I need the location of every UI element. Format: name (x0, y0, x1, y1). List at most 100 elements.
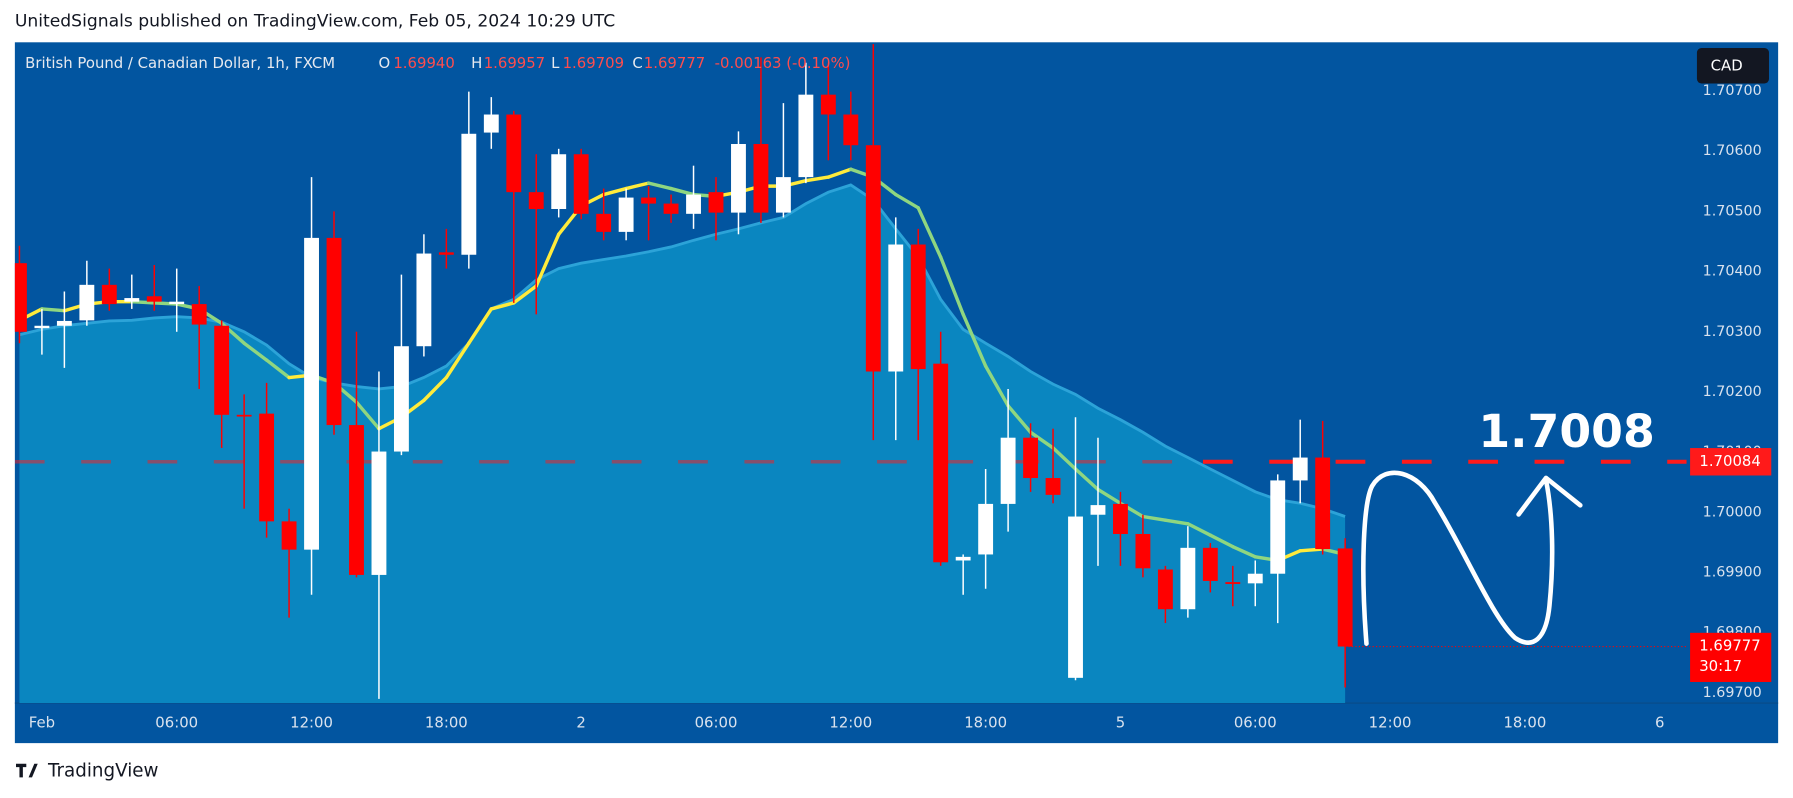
ma-line-segment (40, 307, 67, 313)
candle-body (304, 237, 319, 550)
last-price-label: 1.69777 (1699, 637, 1760, 655)
candle-body (14, 263, 27, 332)
candle-body (79, 284, 95, 321)
legend-high-letter: H (471, 54, 482, 72)
plot-area (14, 44, 1687, 704)
ma-line-segment (1163, 518, 1190, 526)
candle-body (820, 94, 836, 115)
ma-line-segment (826, 167, 853, 179)
x-tick-label: 12:00 (1369, 714, 1412, 732)
legend-open-letter: O (378, 54, 390, 72)
candle-body (34, 325, 50, 329)
candle-body (865, 145, 881, 372)
candle-body (56, 320, 72, 326)
ma-line-segment (1028, 430, 1055, 450)
ma-line-segment (130, 299, 156, 305)
candle-body (686, 194, 701, 214)
y-tick-label: 1.70500 (1703, 203, 1762, 219)
candle-body (1292, 457, 1308, 481)
candle-body (1202, 547, 1218, 581)
candle-body (438, 252, 454, 255)
publish-header: UnitedSignals published on TradingView.c… (15, 12, 615, 32)
x-tick-label: 5 (1116, 714, 1125, 732)
bar-countdown: 30:17 (1699, 657, 1742, 675)
ma-line-segment (983, 364, 1010, 408)
ma-line-segment (1141, 514, 1168, 522)
y-tick-label: 1.70700 (1703, 83, 1762, 99)
ma-line-segment (804, 175, 831, 183)
candle-body (236, 414, 252, 417)
candle-body (1337, 548, 1353, 647)
x-tick-label: 12:00 (829, 714, 872, 732)
candle-body (371, 451, 387, 575)
ma-line-segment (354, 400, 381, 431)
ma-line-segment (242, 341, 269, 362)
ma-line-segment (1186, 522, 1213, 537)
x-tick-label: Feb (29, 714, 55, 732)
ma-line-segment (894, 192, 920, 210)
candle-body (551, 154, 567, 210)
candle-body (326, 237, 342, 426)
candle-body (641, 197, 657, 204)
x-tick-label: 06:00 (155, 714, 198, 732)
ma-line-segment (916, 206, 943, 259)
y-tick-label: 1.70600 (1703, 143, 1762, 159)
x-tick-label: 18:00 (425, 714, 468, 732)
candle-body (393, 346, 409, 452)
candle-body (618, 197, 634, 232)
legend-high: 1.69957 (484, 54, 545, 72)
x-tick-label: 2 (576, 714, 585, 732)
x-tick-label: 18:00 (964, 714, 1007, 732)
ma-line-segment (1208, 533, 1235, 549)
y-tick-label: 1.70200 (1703, 384, 1762, 400)
symbol-title: British Pound / Canadian Dollar, 1h, FXC… (25, 54, 335, 72)
candle-body (1270, 480, 1286, 574)
candle-body (933, 363, 949, 563)
candle-body (1247, 573, 1263, 584)
ma-line-segment (1298, 547, 1325, 553)
x-tick-label: 18:00 (1503, 714, 1546, 732)
candle-body (775, 177, 791, 213)
level-annotation: 1.7008 (1478, 405, 1654, 458)
candle-body (1315, 457, 1331, 550)
legend-close-letter: C (632, 54, 642, 72)
candle-body (596, 213, 612, 232)
ma-line-segment (512, 284, 538, 305)
candle-body (349, 425, 364, 575)
candle-body (708, 192, 724, 213)
candle-body (1023, 437, 1039, 479)
candle-body (1068, 516, 1083, 678)
currency-label: CAD (1711, 56, 1743, 74)
tv-logo-icon (16, 763, 38, 778)
ma-line-segment (961, 312, 988, 368)
candle-body (169, 301, 185, 305)
x-tick-label: 12:00 (290, 714, 333, 732)
ma-line-segment (669, 186, 696, 197)
y-tick-label: 1.69900 (1703, 565, 1762, 581)
legend-low-letter: L (551, 54, 560, 72)
ma-line-segment (534, 232, 561, 288)
candle-body (416, 253, 432, 347)
candle-body (483, 114, 499, 133)
ma-line-segment (264, 358, 291, 380)
ma-line-segment (489, 301, 516, 311)
footer-brand: TradingView (47, 761, 159, 782)
hand-drawn-arrow (1361, 470, 1583, 646)
candle-body (281, 521, 297, 550)
y-tick-label: 1.69700 (1703, 685, 1762, 701)
x-tick-label: 6 (1655, 714, 1664, 732)
ma-line-segment (938, 255, 965, 317)
candle-body (1045, 478, 1061, 495)
candle-body (461, 133, 477, 255)
candle-body (1157, 569, 1173, 610)
x-tick-label: 06:00 (1234, 714, 1277, 732)
ma-line-segment (646, 181, 673, 191)
candle-body (259, 413, 275, 522)
level-label-box (1690, 448, 1772, 476)
area-edge (19, 183, 1346, 518)
candle-body (214, 325, 230, 415)
ma-line-segment (1051, 446, 1078, 471)
ma-line-segment (444, 341, 471, 380)
ma-line-segment (624, 181, 651, 191)
ma-line-segment (1006, 404, 1033, 435)
